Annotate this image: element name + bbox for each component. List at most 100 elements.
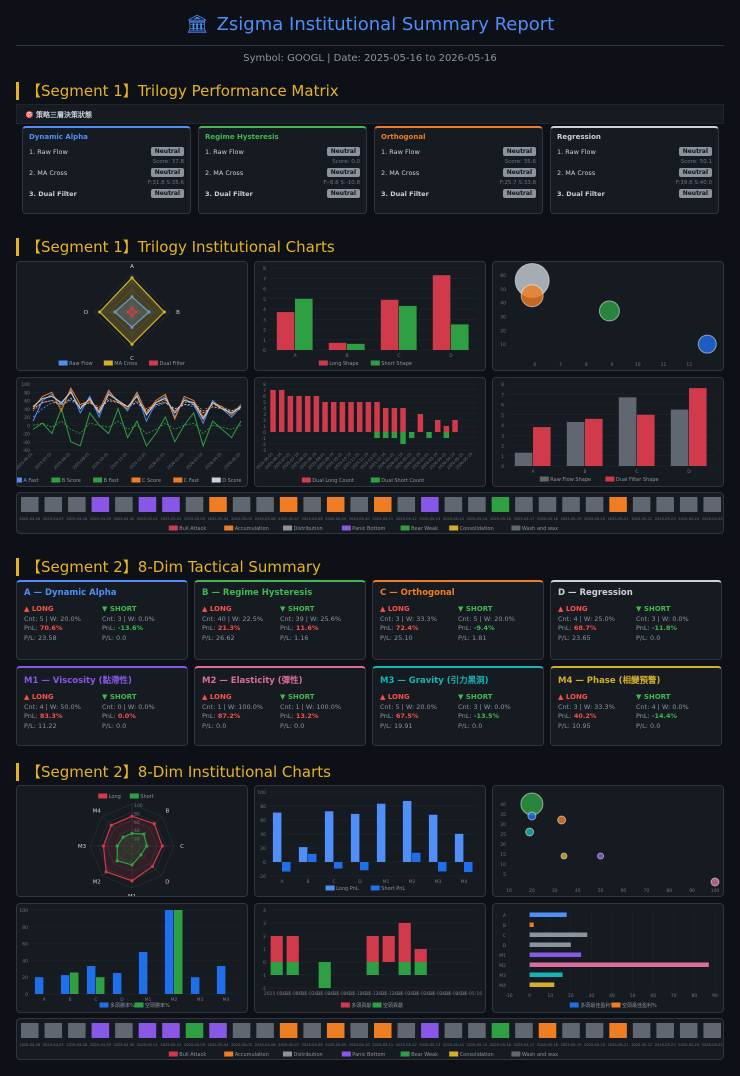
x-tick-label: 2025-05-16 [264, 991, 290, 997]
x-tick-label: 50 [598, 888, 604, 894]
matrix-card-title: Regime Hysteresis [205, 133, 279, 141]
x-tick-label: 8 [585, 362, 588, 368]
bar [112, 973, 122, 994]
direction-label: ▲ LONG [380, 693, 410, 701]
bar [398, 923, 411, 962]
x-tick-label: 30 [589, 993, 595, 999]
s2-pnl-chart: 100 80 60 40 20 0 -20 A B C D M1 M2 M3 M4 Long PnL Short… [257, 790, 477, 892]
x-tick-label: 2026-01-16 [392, 991, 418, 997]
timeline-s2-chart: 2025-04-26 2025-04-27 2025-04-28 2025-04-29… [19, 1023, 723, 1058]
legend-swatch [51, 477, 61, 483]
x-tick-label: 6 [533, 362, 536, 368]
timeline-state-box [68, 1023, 86, 1038]
x-tick-label: 40 [609, 993, 615, 999]
pnl-line: PnL: -13.6% [102, 624, 180, 634]
radar-point [115, 859, 119, 863]
timeline-date-label: 2025-05-20 [584, 517, 606, 521]
bar [382, 432, 389, 438]
x-tick-label: 50 [630, 993, 636, 999]
timeline-date-label: 2025-05-25 [702, 1043, 723, 1047]
summary-card: M4 — Phase (相變預警) ▲ LONG Cnt: 3 | W: 33.3%… [550, 666, 722, 746]
bubble [557, 815, 567, 825]
bar [454, 833, 464, 862]
legend-swatch [103, 360, 113, 366]
legend-label: Short PnL [381, 886, 405, 892]
x-tick-label: 90 [712, 993, 718, 999]
x-tick-label: 90 [689, 888, 695, 894]
radar-axis-label: D [165, 879, 169, 885]
legend-label: 多頭貢獻 [351, 1002, 371, 1009]
pnl-label: PnL: [380, 624, 396, 632]
pf-line: P/L: 0.0 [102, 633, 127, 642]
radar-point [130, 863, 134, 867]
panel-s2-radar: 20406080100ABCDM1M2M3M4LongShort [16, 785, 248, 897]
timeline-date-label: 2025-05-19 [561, 517, 583, 521]
y-tick-label: 35 [500, 812, 506, 818]
y-tick-label: -2 [262, 986, 267, 992]
s2-contrib-chart: 43210-1-22025-05-162025-06-162025-07-162… [262, 908, 483, 1009]
timeline-state-box [91, 497, 110, 512]
y-tick-label: 3 [263, 921, 266, 927]
y-tick-label: 15 [500, 852, 506, 858]
panel-s1-bubble: 10 20 30 40 50 60 6 7 8 9 10 11 12 [492, 261, 724, 371]
timeline-state-box [44, 497, 63, 512]
matrix-row-label: 3. Dual Filter [557, 189, 605, 198]
x-tick-label: D [358, 879, 362, 885]
timeline-state-box [374, 1023, 392, 1038]
matrix-card: Dynamic Alpha 1. Raw Flow Neutral Score: 37… [22, 126, 191, 214]
summary-card-title: M2 — Elasticity (彈性) [202, 676, 303, 686]
legend-swatch [400, 1051, 410, 1057]
y-tick-label: C [503, 933, 506, 939]
legend-swatch [283, 1051, 292, 1057]
timeline-date-label: 2025-05-22 [631, 517, 652, 521]
direction-label: ▼ SHORT [280, 605, 315, 613]
radar-point [130, 306, 134, 310]
y-tick-label: 5 [503, 872, 506, 878]
summary-col-long: ▲ LONG Cnt: 3 | W: 33.3% PnL: 72.4% P/L: 25… [380, 605, 458, 643]
timeline-date-label: 2025-05-06 [255, 517, 277, 521]
timeline-state-box [515, 497, 533, 512]
x-tick-label: 2025-09-01 [71, 451, 91, 471]
x-tick-label: 20 [529, 888, 535, 894]
timeline-date-label: 2025-05-16 [490, 1043, 512, 1047]
matrix-row: 3. Dual Filter Neutral [205, 188, 360, 199]
y-tick-label: 5 [263, 297, 266, 303]
status-badge: Neutral [326, 147, 360, 156]
radar-point [130, 831, 134, 835]
header-divider [16, 45, 724, 46]
timeline-date-label: 2025-05-16 [490, 517, 512, 521]
bar [287, 396, 294, 432]
summary-col-short: ▼ SHORT Cnt: 39 | W: 25.6% PnL: 11.6% P/L: … [280, 605, 358, 643]
timeline-date-label: 2025-05-07 [278, 1043, 299, 1047]
x-tick-label: M2 [171, 997, 178, 1003]
radar-axis-label: M3 [78, 844, 87, 850]
y-tick-label: 8 [263, 266, 266, 272]
bar [286, 936, 299, 962]
pf-line: P/L: 25.10 [380, 633, 413, 642]
y-tick-label: 6 [263, 394, 266, 400]
timeline-state-box [256, 1023, 274, 1038]
pf-line: P/L: 23.65 [558, 633, 591, 642]
pnl-label: PnL: [24, 712, 40, 720]
legend-swatch [318, 360, 328, 366]
y-tick-label: 10 [500, 862, 506, 868]
x-tick-label: 2025-12-16 [376, 991, 402, 997]
x-tick-label: 10 [547, 993, 553, 999]
summary-col-long: ▲ LONG Cnt: 4 | W: 50.0% PnL: 83.3% P/L: 11… [24, 693, 102, 731]
bar [360, 862, 369, 871]
bubble [597, 852, 605, 860]
x-tick-label: B [345, 353, 348, 359]
y-tick-label: 20 [500, 842, 506, 848]
x-tick-label: 2026-05-16 [456, 991, 482, 997]
legend-label: Panic Bottom [352, 526, 385, 532]
timeline-date-label: 2025-05-21 [608, 517, 629, 521]
y-tick-label: 40 [24, 407, 30, 413]
matrix-row-label: 2. MA Cross [381, 168, 420, 177]
count-winrate: Cnt: 3 | W: 33.3% [558, 702, 615, 711]
timeline-s2: 2025-04-26 2025-04-27 2025-04-28 2025-04-29… [16, 1018, 724, 1060]
radar-point [130, 325, 134, 329]
radar-point [130, 814, 134, 818]
bar [164, 910, 174, 994]
summary-columns: ▲ LONG Cnt: 40 | W: 22.5% PnL: 21.3% P/L: 2… [202, 605, 358, 643]
pnl-value: -9.4% [473, 624, 495, 632]
